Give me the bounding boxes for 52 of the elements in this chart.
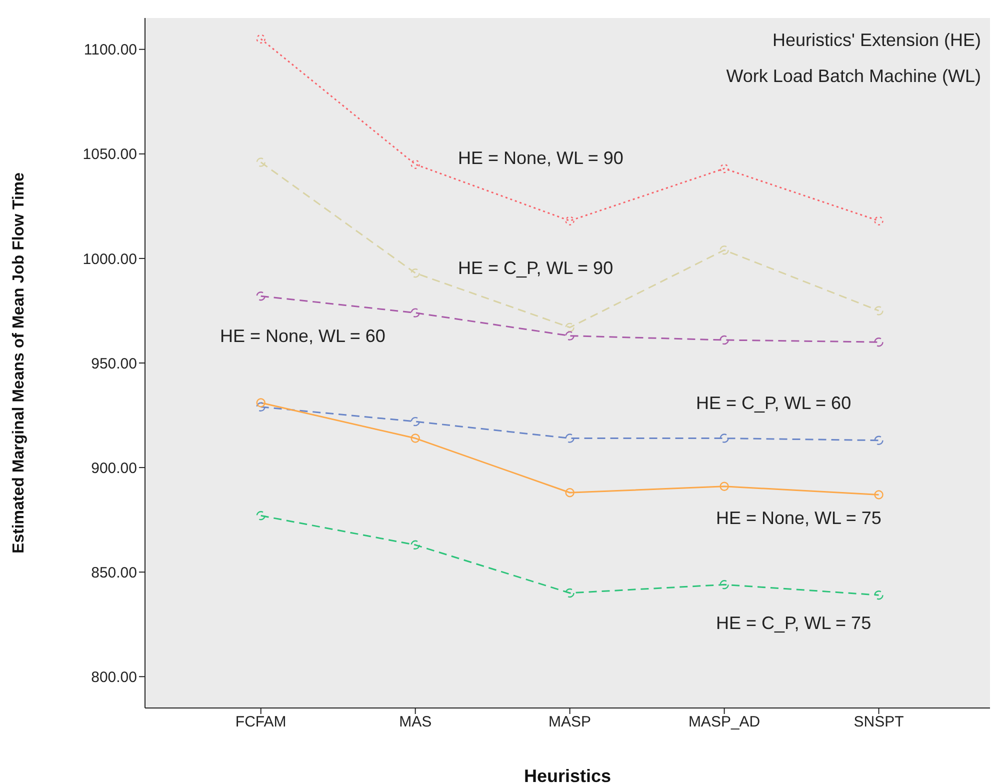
point xyxy=(410,434,420,443)
series-label: HE = C_P, WL = 90 xyxy=(458,258,614,279)
point xyxy=(720,580,729,590)
point xyxy=(565,331,574,340)
point xyxy=(720,245,729,255)
y-tick-label: 900.00 xyxy=(91,460,137,477)
series-label: HE = None, WL = 90 xyxy=(458,148,624,169)
point xyxy=(565,588,574,598)
x-tick-label: MAS xyxy=(399,714,432,731)
point xyxy=(874,490,884,500)
point xyxy=(720,335,729,345)
point xyxy=(410,540,420,550)
series-label: HE = None, WL = 75 xyxy=(716,508,882,529)
y-axis-title: Estimated Marginal Means of Mean Job Flow Time xyxy=(10,172,28,554)
point xyxy=(720,482,729,491)
point xyxy=(720,164,729,174)
series-label: HE = None, WL = 60 xyxy=(220,326,386,347)
point xyxy=(410,416,420,426)
x-tick-label: MASP xyxy=(548,714,592,731)
annotation: Work Load Batch Machine (WL) xyxy=(726,66,981,87)
point xyxy=(256,511,266,520)
y-tick-label: 800.00 xyxy=(91,668,137,686)
x-axis-title: Heuristics xyxy=(524,766,612,784)
point xyxy=(256,34,266,44)
point xyxy=(256,158,266,167)
series-label: HE = C_P, WL = 75 xyxy=(716,613,872,634)
point xyxy=(874,306,884,316)
point xyxy=(256,398,266,408)
point xyxy=(565,434,574,443)
point xyxy=(565,322,574,332)
point xyxy=(410,308,420,318)
point xyxy=(874,590,884,600)
point xyxy=(410,160,420,169)
point xyxy=(565,488,574,498)
y-tick-label: 1100.00 xyxy=(84,42,137,59)
x-tick-label: FCFAM xyxy=(235,714,286,731)
point xyxy=(256,291,266,301)
point xyxy=(410,268,420,278)
series-label: HE = C_P, WL = 60 xyxy=(696,393,852,414)
point xyxy=(874,436,884,445)
y-tick-label: 1000.00 xyxy=(82,250,137,268)
x-tick-label: SNSPT xyxy=(854,714,904,731)
annotation: Heuristics' Extension (HE) xyxy=(772,30,981,51)
x-tick-label: MASP_AD xyxy=(688,714,760,731)
y-tick-label: 1050.00 xyxy=(82,146,137,164)
point xyxy=(720,434,729,443)
point xyxy=(256,402,266,412)
point xyxy=(565,216,574,226)
point xyxy=(874,337,884,347)
y-tick-label: 850.00 xyxy=(91,564,137,582)
y-tick-label: 950.00 xyxy=(91,355,137,372)
point xyxy=(874,216,884,226)
